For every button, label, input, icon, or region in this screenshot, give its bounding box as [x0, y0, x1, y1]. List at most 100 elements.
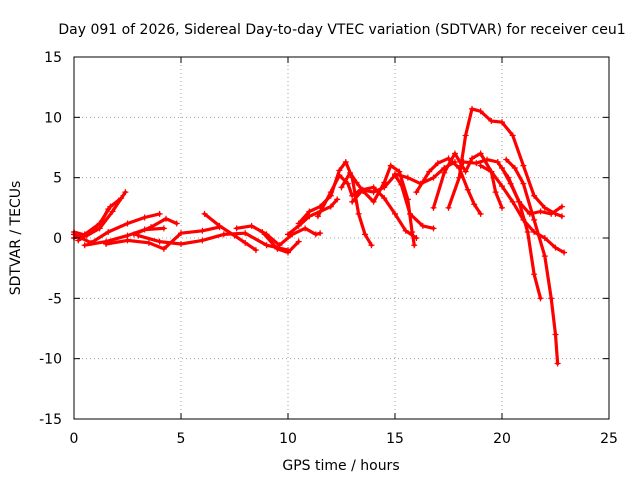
- series-sat-4: [71, 210, 163, 246]
- series-trace: [500, 166, 543, 300]
- data-point: [537, 208, 544, 215]
- data-point: [404, 174, 411, 181]
- data-point: [552, 331, 559, 338]
- data-point: [285, 231, 291, 238]
- x-axis-label: GPS time / hours: [282, 458, 399, 474]
- x-tick-label: 0: [70, 431, 79, 447]
- data-point: [312, 231, 319, 238]
- x-tick-label: 15: [386, 431, 404, 447]
- data-point: [484, 156, 491, 163]
- data-point: [402, 227, 409, 234]
- series-trace: [286, 197, 339, 236]
- data-point: [541, 235, 548, 241]
- series-sat-24: [503, 156, 561, 367]
- data-point: [507, 180, 514, 187]
- data-point: [216, 222, 223, 229]
- data-point: [381, 195, 388, 202]
- data-point: [509, 132, 516, 139]
- data-point: [471, 201, 478, 208]
- data-point: [124, 237, 131, 244]
- series-trace: [235, 224, 322, 247]
- data-point: [499, 204, 505, 211]
- series-trace: [414, 156, 483, 216]
- data-point: [130, 231, 137, 238]
- data-point: [552, 244, 559, 251]
- data-point: [135, 232, 142, 239]
- data-point: [370, 198, 377, 205]
- data-point: [368, 242, 375, 249]
- data-point: [88, 228, 95, 235]
- data-point: [336, 172, 343, 179]
- data-point: [295, 238, 302, 245]
- data-point: [430, 174, 437, 181]
- data-point: [148, 224, 155, 231]
- y-tick-label: 15: [44, 50, 62, 66]
- data-point: [122, 189, 129, 196]
- data-point: [499, 119, 505, 126]
- data-point: [359, 186, 366, 193]
- y-axis-label: SDTVAR / TECUs: [8, 181, 24, 296]
- data-point: [520, 180, 527, 187]
- y-tick-label: 10: [44, 110, 62, 126]
- data-point: [477, 162, 484, 169]
- data-point: [541, 204, 548, 211]
- data-point: [199, 237, 206, 244]
- data-point: [295, 220, 302, 227]
- data-point: [306, 208, 313, 215]
- data-point: [548, 210, 555, 217]
- data-point: [413, 235, 420, 241]
- series-trace: [132, 217, 179, 236]
- data-point: [338, 184, 345, 191]
- data-point: [327, 189, 334, 196]
- data-point: [413, 189, 420, 196]
- data-point: [81, 242, 88, 249]
- data-point: [509, 198, 516, 205]
- data-point: [220, 231, 227, 238]
- y-tick-label: -5: [48, 291, 62, 307]
- data-point: [156, 210, 163, 217]
- data-point: [520, 162, 527, 169]
- y-tick-label: -15: [39, 412, 62, 428]
- x-tick-label: 5: [177, 431, 186, 447]
- data-point: [105, 228, 112, 235]
- data-point: [160, 245, 167, 252]
- data-point: [233, 225, 240, 232]
- y-tick-label: 5: [53, 171, 62, 187]
- series-sat-1: [71, 189, 129, 239]
- data-point: [469, 105, 476, 112]
- series-sat-6: [103, 224, 223, 252]
- data-point: [460, 158, 467, 165]
- data-point: [426, 168, 433, 175]
- data-point: [160, 225, 167, 232]
- data-point: [531, 216, 538, 223]
- axis-ticks: 0 5 10 15 20 25 -15 -10 -5 0 5 10 15: [39, 50, 618, 447]
- data-point: [105, 206, 112, 213]
- data-point: [242, 230, 249, 237]
- data-point: [178, 230, 184, 237]
- data-point: [477, 108, 484, 115]
- data-point: [441, 169, 448, 176]
- data-point: [201, 210, 208, 217]
- data-point: [404, 196, 411, 203]
- data-point: [314, 213, 321, 220]
- series-sat-3: [75, 206, 112, 244]
- series-trace: [504, 158, 560, 366]
- data-point: [173, 220, 180, 227]
- data-point: [248, 222, 255, 229]
- data-point: [430, 225, 437, 232]
- series-sat-11: [259, 228, 302, 256]
- data-point: [554, 360, 561, 367]
- data-point: [370, 184, 377, 191]
- x-tick-label: 25: [600, 431, 618, 447]
- data-point: [469, 155, 476, 162]
- series-sat-20: [445, 105, 565, 220]
- chart-title: Day 091 of 2026, Sidereal Day-to-day VTE…: [58, 22, 625, 38]
- series-trace: [72, 196, 123, 240]
- data-point: [124, 220, 131, 227]
- data-point: [353, 179, 360, 186]
- data-point: [392, 171, 398, 178]
- data-point: [145, 239, 152, 246]
- data-point: [242, 239, 249, 246]
- data-point: [276, 242, 283, 249]
